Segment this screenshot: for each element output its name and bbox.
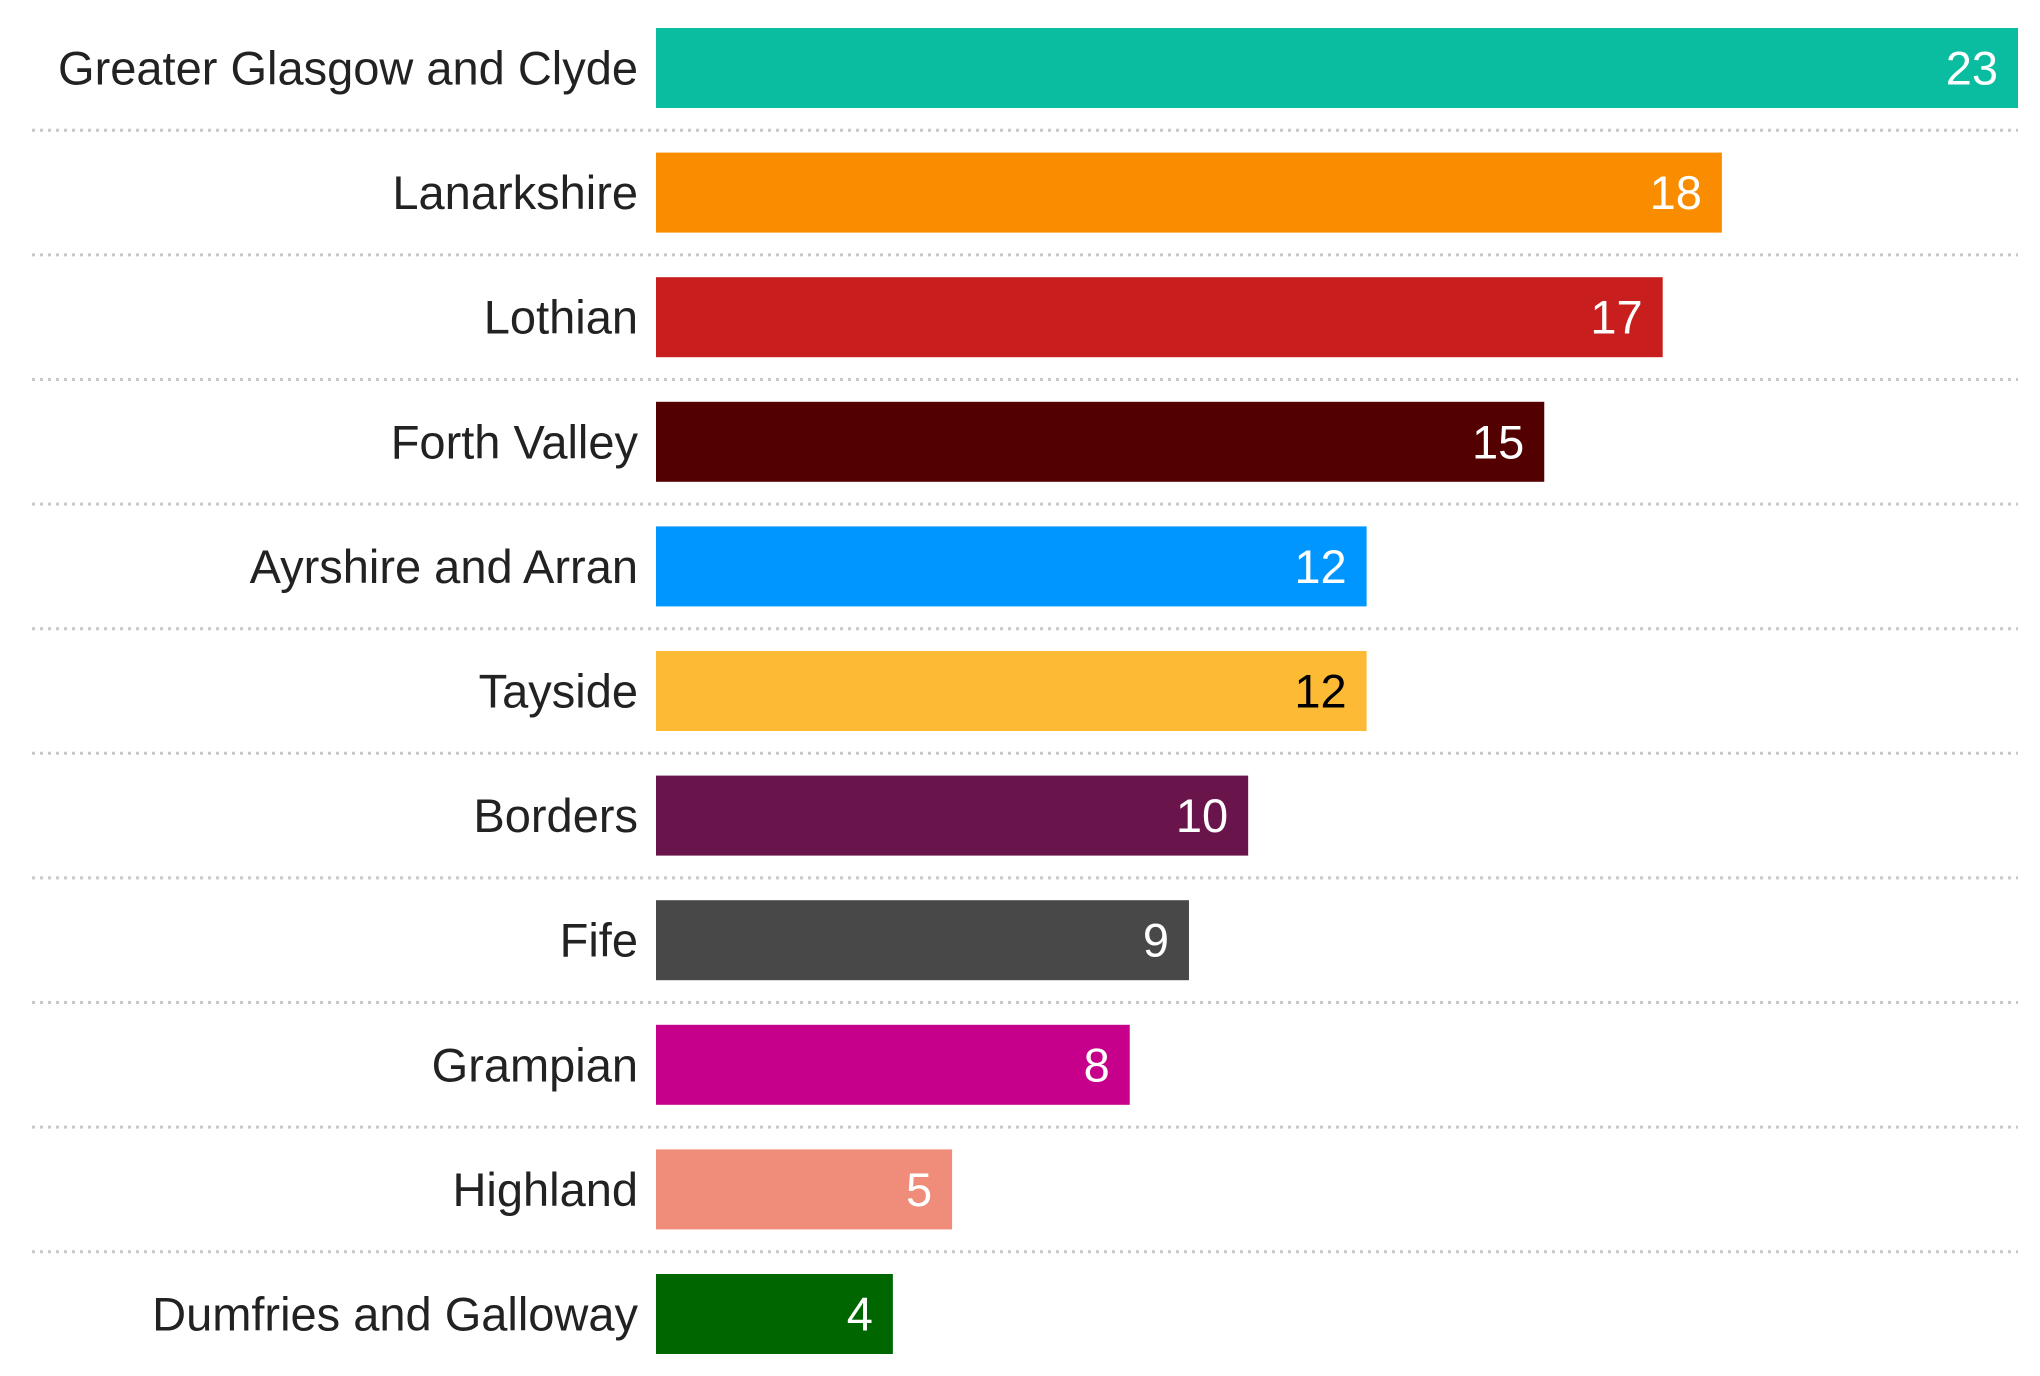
bar <box>656 900 1189 981</box>
value-label: 15 <box>1472 415 1524 468</box>
value-label: 12 <box>1294 665 1346 718</box>
value-label: 4 <box>847 1288 873 1341</box>
bar <box>656 1024 1130 1105</box>
bars-group <box>656 28 2018 1354</box>
category-label: Dumfries and Galloway <box>152 1288 638 1341</box>
value-label: 8 <box>1084 1038 1110 1091</box>
category-label: Lanarkshire <box>392 166 638 219</box>
category-label: Ayrshire and Arran <box>250 540 638 593</box>
bar <box>656 1149 953 1230</box>
value-label: 18 <box>1650 166 1702 219</box>
category-labels: Greater Glasgow and Clyde Lanarkshire Loth… <box>58 42 638 1341</box>
value-label: 5 <box>906 1163 932 1216</box>
value-labels: 23 18 17 15 12 12 10 9 8 5 4 <box>847 42 1998 1341</box>
value-label: 17 <box>1590 291 1642 344</box>
bar <box>656 526 1367 607</box>
bar <box>656 152 1722 233</box>
bar <box>656 775 1249 856</box>
value-label: 10 <box>1176 789 1228 842</box>
category-label: Lothian <box>484 291 638 344</box>
category-label: Grampian <box>432 1038 638 1091</box>
value-label: 9 <box>1143 914 1169 967</box>
category-label: Highland <box>452 1163 638 1216</box>
category-label: Forth Valley <box>391 415 639 468</box>
bar <box>656 277 1663 358</box>
category-label: Fife <box>560 914 638 967</box>
category-label: Tayside <box>479 665 638 718</box>
bar <box>656 651 1367 731</box>
bar <box>656 28 2018 108</box>
value-label: 12 <box>1294 540 1346 593</box>
row-separators <box>32 128 2018 1254</box>
category-label: Borders <box>473 789 638 842</box>
category-label: Greater Glasgow and Clyde <box>58 42 638 95</box>
value-label: 23 <box>1946 42 1998 95</box>
bar <box>656 401 1545 482</box>
bar <box>656 1274 893 1354</box>
